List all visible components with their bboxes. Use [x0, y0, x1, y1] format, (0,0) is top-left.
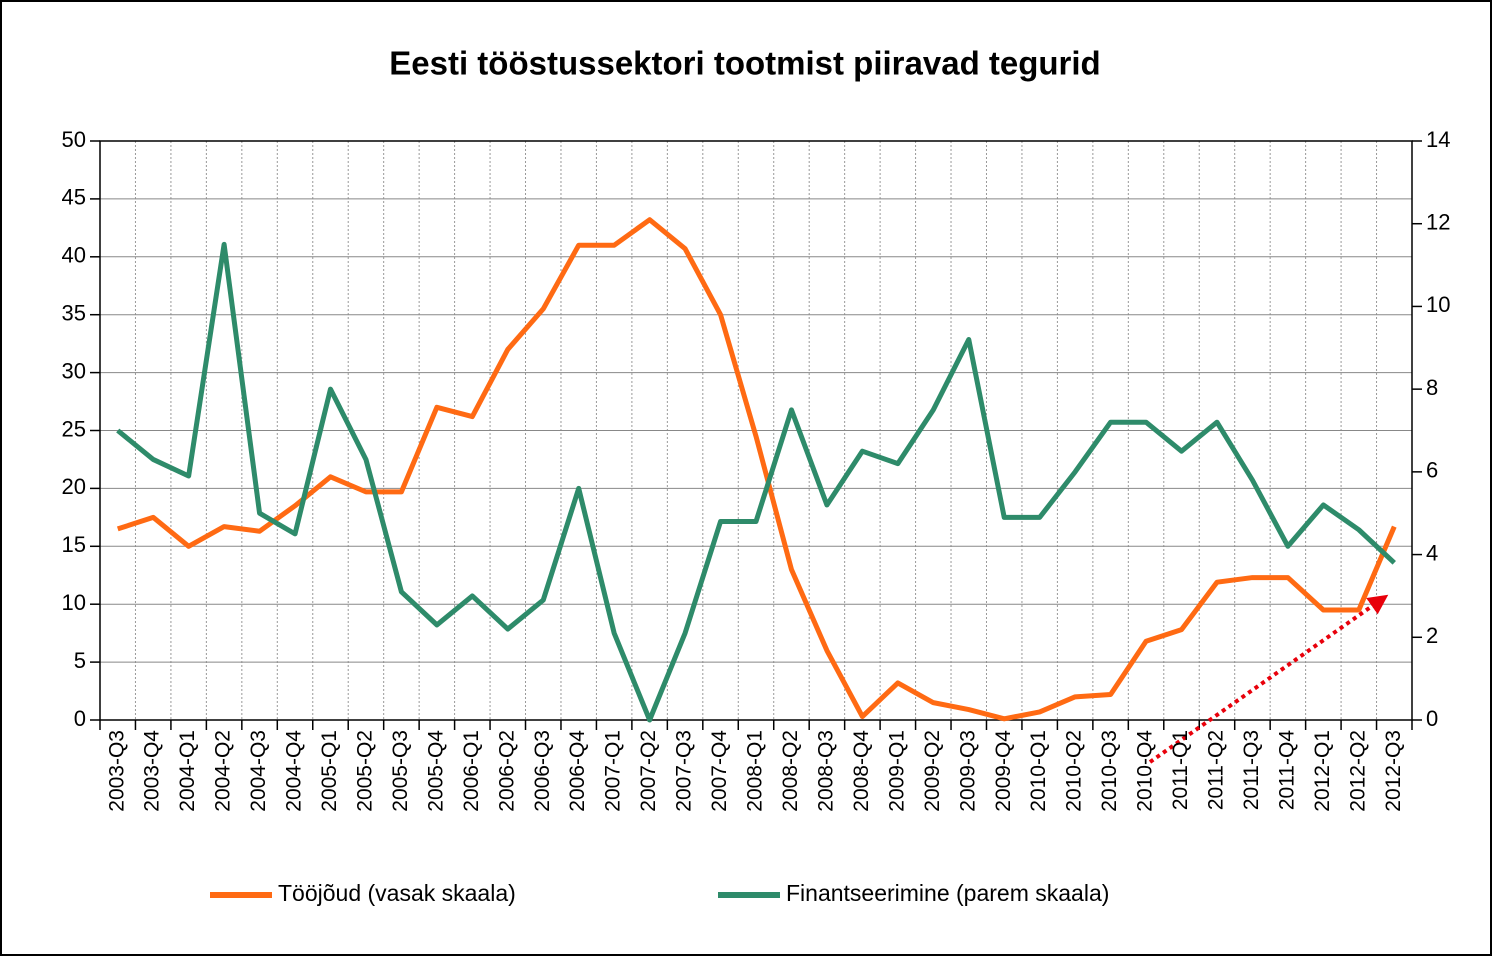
y-tick-label: 0 — [74, 706, 86, 731]
x-tick-label: 2005-Q4 — [424, 730, 447, 812]
y2-tick-label: 6 — [1426, 458, 1438, 483]
x-tick-label: 2005-Q3 — [389, 730, 412, 812]
x-tick-label: 2010-Q1 — [1027, 730, 1050, 812]
x-tick-label: 2004-Q4 — [283, 730, 306, 812]
x-tick-label: 2011-Q3 — [1240, 730, 1263, 810]
x-tick-label: 2012-Q2 — [1346, 730, 1369, 812]
x-tick-label: 2005-Q1 — [318, 730, 341, 812]
y2-tick-label: 12 — [1426, 210, 1450, 235]
x-tick-label: 2008-Q2 — [779, 730, 802, 812]
plot-border — [99, 140, 1413, 721]
y2-tick-label: 8 — [1426, 375, 1438, 400]
x-tick-label: 2011-Q1 — [1169, 730, 1192, 810]
x-tick-label: 2009-Q2 — [921, 730, 944, 812]
y-tick-label: 40 — [62, 243, 86, 268]
x-tick-label: 2004-Q2 — [212, 730, 235, 812]
legend-label: Finantseerimine (parem skaala) — [786, 880, 1109, 906]
x-tick-label: 2006-Q1 — [460, 730, 483, 812]
x-tick-label: 2012-Q1 — [1311, 730, 1334, 812]
x-tick-label: 2003-Q3 — [105, 730, 128, 812]
y-tick-label: 10 — [62, 590, 86, 615]
x-tick-label: 2009-Q4 — [992, 730, 1015, 812]
x-tick-label: 2009-Q1 — [885, 730, 908, 812]
x-tick-label: 2007-Q2 — [637, 730, 660, 812]
y2-tick-label: 0 — [1426, 706, 1438, 731]
x-tick-label: 2006-Q4 — [566, 730, 589, 812]
y-tick-label: 50 — [62, 127, 86, 152]
grid — [90, 140, 1422, 730]
x-tick-label: 2009-Q3 — [956, 730, 979, 812]
y-tick-label: 30 — [62, 358, 86, 383]
x-tick-label: 2007-Q3 — [673, 730, 696, 812]
y-tick-label: 25 — [62, 416, 86, 441]
x-tick-label: 2005-Q2 — [353, 730, 376, 812]
y2-tick-label: 2 — [1426, 623, 1438, 648]
y-tick-label: 5 — [74, 648, 86, 673]
x-tick-label: 2010-Q2 — [1063, 730, 1086, 812]
y2-tick-label: 4 — [1426, 540, 1438, 565]
y-tick-label: 20 — [62, 474, 86, 499]
x-tick-label: 2008-Q1 — [744, 730, 767, 812]
x-tick-label: 2008-Q4 — [850, 730, 873, 812]
y-tick-label: 35 — [62, 301, 86, 326]
chart-title: Eesti tööstussektori tootmist piiravad t… — [389, 45, 1100, 82]
y-tick-label: 45 — [62, 185, 86, 210]
marks — [116, 217, 1397, 723]
x-tick-label: 2003-Q4 — [141, 730, 164, 812]
x-tick-label: 2007-Q4 — [708, 730, 731, 812]
x-tick-label: 2012-Q3 — [1382, 730, 1405, 812]
y2-tick-label: 10 — [1426, 292, 1450, 317]
x-tick-label: 2010-Q3 — [1098, 730, 1121, 812]
x-tick-label: 2006-Q2 — [495, 730, 518, 812]
legend-label: Tööjõud (vasak skaala) — [278, 880, 516, 906]
y2-tick-label: 14 — [1426, 127, 1450, 152]
y-tick-label: 15 — [62, 532, 86, 557]
x-tick-label: 2011-Q2 — [1205, 730, 1228, 810]
x-tick-label: 2006-Q3 — [531, 730, 554, 812]
x-tick-label: 2004-Q3 — [247, 730, 270, 812]
x-tick-label: 2011-Q4 — [1275, 730, 1298, 810]
series-line — [116, 241, 1396, 723]
x-tick-label: 2010-Q4 — [1134, 730, 1157, 812]
x-tick-label: 2007-Q1 — [602, 730, 625, 812]
x-tick-label: 2008-Q3 — [814, 730, 837, 812]
x-tick-label: 2004-Q1 — [176, 730, 199, 812]
series-line — [116, 217, 1397, 722]
